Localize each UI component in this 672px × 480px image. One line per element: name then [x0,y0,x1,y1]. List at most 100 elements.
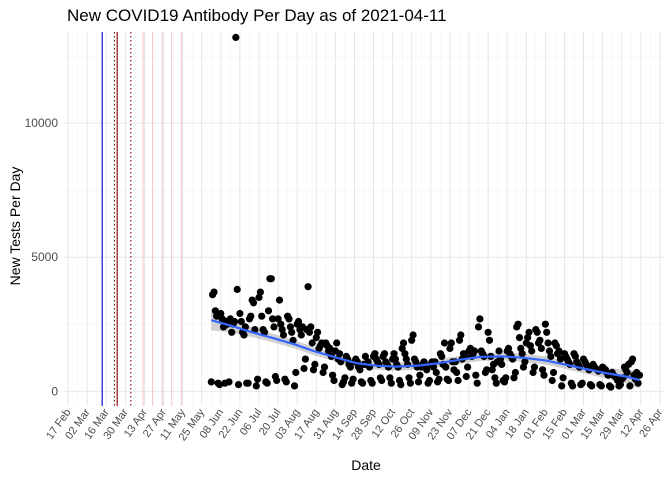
minor-gridlines [64,32,664,406]
data-point [230,317,239,326]
data-point [279,331,288,339]
data-point [514,320,522,328]
major-gridlines [64,32,664,406]
data-point [251,326,259,334]
data-point [215,381,224,389]
data-point [623,368,631,377]
data-point [616,381,625,389]
data-point [319,368,327,377]
data-point [341,374,349,382]
data-point [491,374,499,382]
data-point [326,344,334,352]
data-point [237,317,245,326]
data-point [267,275,275,283]
data-point [435,375,443,383]
data-point [380,350,389,358]
data-point [289,336,297,344]
y-axis-ticks: 0 5000 10000 [25,116,59,398]
data-point [530,363,539,371]
data-point [368,379,376,387]
data-point [444,376,453,385]
data-point [278,326,286,334]
data-point [464,363,472,371]
data-point [256,288,264,296]
data-point [359,379,367,387]
data-point [234,381,243,389]
data-point [228,328,236,336]
data-point [390,350,398,358]
data-point [304,283,312,291]
data-point [537,344,545,352]
data-point [274,315,282,323]
smooth-line-path [211,319,640,382]
data-point [282,378,290,386]
data-point [457,331,465,339]
data-point [425,376,434,385]
y-tick-label: 5000 [31,250,58,264]
data-point [309,366,318,374]
data-point [263,379,271,387]
chart-title: New COVID19 Antibody Per Day as of 2021-… [67,6,447,25]
data-point [476,315,484,323]
data-point [371,350,379,358]
data-point [483,366,491,374]
data-point [254,375,262,383]
data-point [453,368,461,377]
data-point [552,342,560,350]
data-point [356,366,364,374]
data-point [462,372,470,381]
data-point [423,366,431,374]
data-point [518,350,526,358]
data-point [502,374,510,382]
data-point [397,381,405,389]
data-point [454,376,462,385]
data-point [236,309,244,318]
data-point [529,368,537,377]
data-point [399,339,408,347]
data-point [294,317,303,326]
data-point [301,355,309,363]
data-point [549,368,558,377]
data-point [544,339,552,347]
data-point [330,376,338,385]
data-point [414,378,423,386]
data-point [290,382,299,390]
data-point [528,347,536,355]
data-point [607,383,615,391]
data-point [559,374,567,382]
data-point [634,379,642,387]
data-point [578,379,586,387]
data-point [252,382,260,390]
data-point [286,323,294,331]
data-point [386,374,394,382]
data-point [225,378,233,386]
data-point [314,328,322,336]
data-point [277,320,285,328]
data-point [270,323,278,331]
data-point [307,323,315,331]
data-point [470,347,479,355]
data-point [406,379,414,387]
data-point [588,382,596,390]
data-point [320,363,329,371]
data-point [597,382,605,390]
data-point [300,364,308,373]
data-point [446,344,454,352]
data-point [541,320,550,328]
data-point [488,366,496,374]
data-point [387,379,395,387]
data-point [416,371,424,379]
data-point [240,331,248,339]
data-point [211,307,219,315]
data-point [511,368,519,377]
data-point [569,382,577,390]
data-point [626,382,634,390]
data-point [539,366,547,374]
data-point [249,299,258,307]
data-point [233,285,241,293]
data-point [258,312,266,320]
data-point [547,352,555,360]
data-point [495,347,503,355]
data-point [405,374,413,382]
